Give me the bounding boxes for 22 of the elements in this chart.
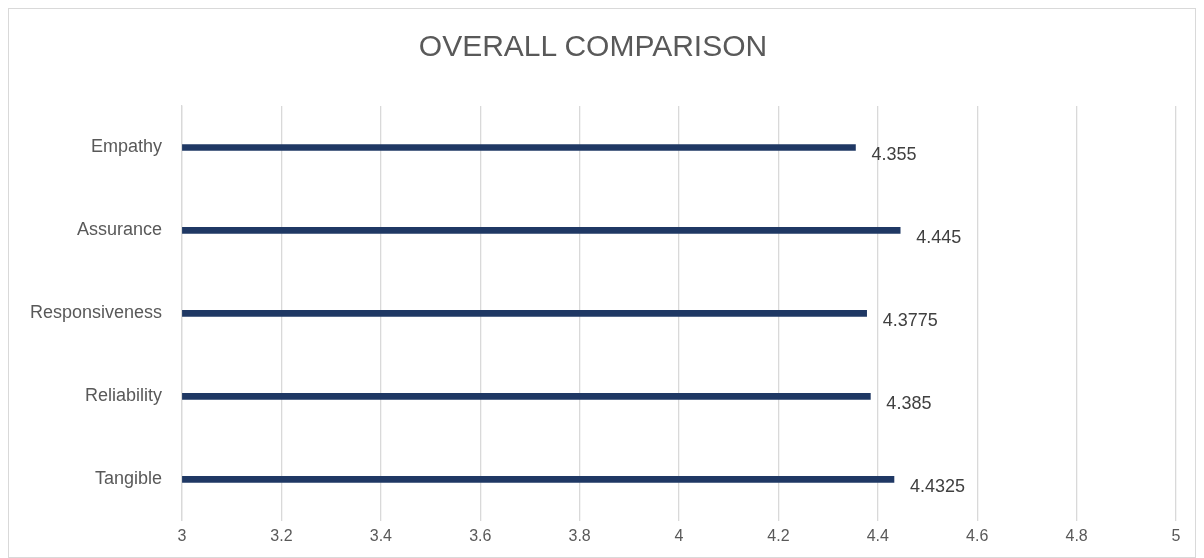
x-tick-label: 4.4 [866, 526, 890, 544]
x-tick-label: 4.2 [767, 526, 790, 544]
y-tick-label: Tangible [95, 468, 163, 489]
x-tick-label: 5 [1171, 526, 1181, 544]
y-tick-label: Empathy [91, 136, 163, 157]
x-tick-label: 4.6 [966, 526, 989, 544]
x-tick-label: 3 [177, 526, 187, 544]
x-tick-label: 3.8 [568, 526, 591, 544]
data-label: 4.3775 [882, 310, 938, 331]
chart-title: OVERALL COMPARISON [418, 29, 768, 63]
x-tick-label: 4 [674, 526, 684, 544]
x-tick-label: 3.6 [469, 526, 492, 544]
data-label: 4.4325 [909, 476, 966, 497]
y-tick-label: Assurance [77, 219, 163, 240]
y-tick-label: Reliability [85, 385, 163, 406]
data-label: 4.385 [886, 393, 932, 414]
y-tick-label: Responsiveness [30, 302, 163, 323]
data-label: 4.355 [871, 144, 917, 165]
x-tick-label: 4.8 [1065, 526, 1088, 544]
x-tick-label: 3.4 [369, 526, 393, 544]
data-label: 4.445 [916, 227, 962, 248]
x-tick-label: 3.2 [270, 526, 293, 544]
